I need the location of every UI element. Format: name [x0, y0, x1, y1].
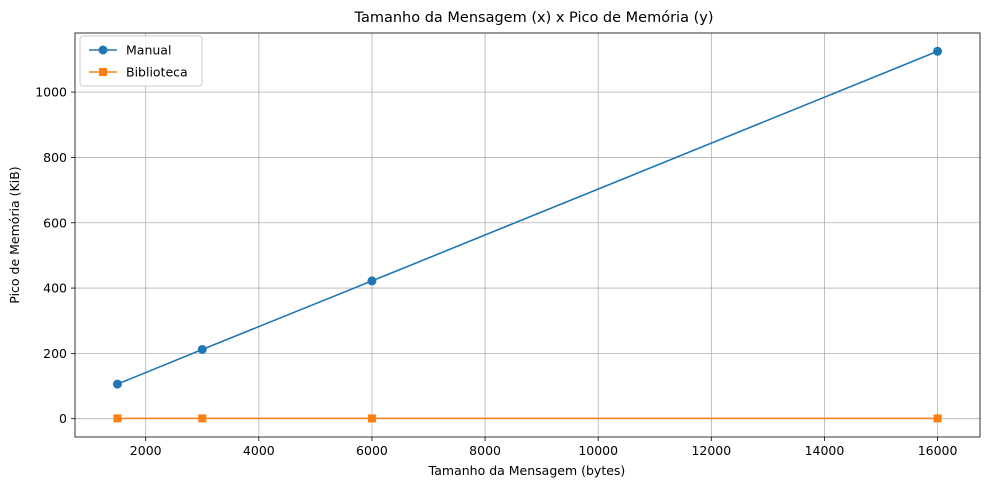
- legend-box: [79, 35, 203, 87]
- data-point-biblioteca: [113, 414, 122, 423]
- data-point-manual: [367, 276, 377, 286]
- legend-marker-biblioteca: [99, 68, 107, 76]
- series-biblioteca: [113, 414, 942, 423]
- chart-title: Tamanho da Mensagem (x) x Pico de Memóri…: [354, 10, 714, 26]
- x-tick-label: 6000: [356, 443, 388, 458]
- legend-label-manual: Manual: [126, 43, 171, 58]
- data-point-manual: [112, 379, 122, 389]
- legend-marker-manual: [98, 45, 108, 55]
- data-point-manual: [197, 344, 207, 354]
- x-tick-label: 10000: [578, 443, 618, 458]
- series-manual: [112, 46, 943, 389]
- x-tick-label: 2000: [130, 443, 162, 458]
- y-tick-label: 1000: [35, 85, 67, 100]
- y-tick-label: 600: [43, 215, 67, 230]
- y-axis-label: Pico de Memória (KiB): [7, 166, 22, 303]
- plot-frame: [74, 32, 981, 438]
- data-point-biblioteca: [933, 414, 942, 423]
- x-tick-label: 12000: [691, 443, 731, 458]
- data-point-biblioteca: [367, 414, 376, 423]
- data-point-biblioteca: [198, 414, 207, 423]
- axis-ticks: 2000 4000 6000 8000 10000 12000 14000 16000 0 200…: [35, 85, 957, 458]
- legend: Manual Biblioteca: [79, 35, 203, 87]
- series-line-manual: [117, 50, 938, 385]
- data-point-manual: [933, 46, 943, 56]
- x-axis-label: Tamanho da Mensagem (bytes): [428, 463, 626, 478]
- x-tick-label: 4000: [243, 443, 275, 458]
- series-layer: [112, 46, 943, 423]
- x-tick-label: 14000: [805, 443, 845, 458]
- y-tick-label: 400: [43, 281, 67, 296]
- x-tick-label: 16000: [918, 443, 958, 458]
- y-tick-label: 800: [43, 150, 67, 165]
- legend-label-biblioteca: Biblioteca: [126, 65, 188, 80]
- y-tick-label: 0: [59, 411, 67, 426]
- y-tick-label: 200: [43, 346, 67, 361]
- x-tick-label: 8000: [469, 443, 501, 458]
